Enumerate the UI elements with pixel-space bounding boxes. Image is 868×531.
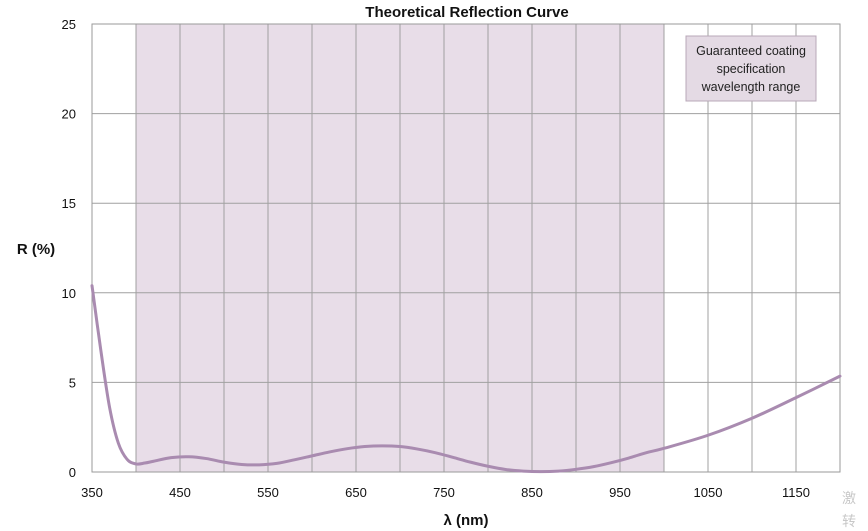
annotation-line-2: specification: [717, 62, 786, 76]
x-tick-label: 1150: [782, 485, 810, 500]
plot-area-border: [91, 23, 841, 473]
annotation-box: Guaranteed coating specification wavelen…: [685, 35, 817, 102]
x-tick-label: 350: [81, 485, 103, 500]
chart-title: Theoretical Reflection Curve: [365, 4, 568, 21]
watermark-text-1: 激: [842, 490, 856, 507]
x-tick-label: 850: [521, 485, 543, 500]
y-tick-label: 0: [69, 465, 76, 480]
x-tick-label: 950: [609, 485, 631, 500]
y-axis-label: R (%): [17, 241, 55, 258]
y-tick-label: 20: [62, 107, 76, 122]
y-tick-labels: 0 5 10 15 20 25: [62, 17, 76, 480]
reflection-curve-series: [90, 284, 842, 474]
x-tick-label: 750: [433, 485, 455, 500]
x-tick-label: 650: [345, 485, 367, 500]
annotation-box-background: [685, 35, 817, 102]
y-tick-label: 5: [69, 375, 76, 390]
annotation-line-3: wavelength range: [701, 80, 801, 94]
x-tick-label: 550: [257, 485, 279, 500]
x-tick-label: 1050: [694, 485, 723, 500]
y-tick-label: 10: [62, 286, 76, 301]
x-tick-label: 450: [169, 485, 191, 500]
annotation-line-1: Guaranteed coating: [696, 44, 806, 58]
watermark-text-2: 转: [842, 514, 856, 530]
y-tick-label: 25: [62, 17, 76, 32]
x-tick-labels: 350 450 550 650 750 850 950 1050 1150: [81, 485, 810, 500]
x-axis-label: λ (nm): [444, 512, 489, 529]
y-tick-label: 15: [62, 196, 76, 211]
